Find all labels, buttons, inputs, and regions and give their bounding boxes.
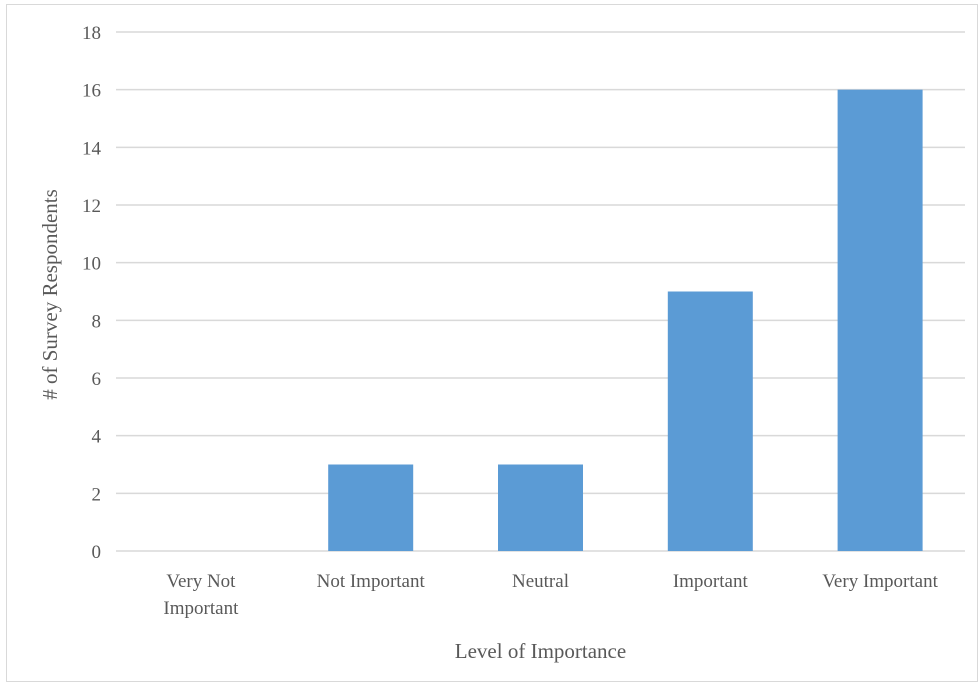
chart-frame xyxy=(6,4,978,682)
y-tick-label: 14 xyxy=(82,138,102,159)
y-tick-label: 2 xyxy=(92,484,102,505)
x-axis-title: Level of Importance xyxy=(455,639,626,663)
y-tick-label: 18 xyxy=(82,23,101,44)
y-tick-label: 16 xyxy=(82,81,101,102)
bar xyxy=(837,89,923,552)
x-category-label: Important xyxy=(673,571,749,592)
y-tick-label: 4 xyxy=(92,427,102,448)
x-category-label: Neutral xyxy=(512,571,569,592)
bar xyxy=(498,464,583,551)
bar xyxy=(667,291,753,551)
bars xyxy=(328,89,923,552)
y-axis-title: # of Survey Respondents xyxy=(38,189,62,400)
y-tick-label: 10 xyxy=(82,254,101,275)
y-tick-label: 8 xyxy=(92,311,102,332)
y-tick-label: 6 xyxy=(92,369,102,390)
x-category-label: Important xyxy=(163,598,239,619)
y-tick-label: 12 xyxy=(82,196,101,217)
bar xyxy=(328,464,414,551)
x-category-label: Not Important xyxy=(317,571,426,592)
x-category-label: Very Important xyxy=(822,571,938,592)
x-category-label: Very Not xyxy=(166,571,236,592)
y-tick-label: 0 xyxy=(92,542,102,563)
x-axis-categories: Very Not Important Not Important Neutral Imp… xyxy=(163,571,938,619)
grid-lines xyxy=(116,31,965,552)
y-axis-ticks: 0 2 4 6 8 10 12 14 16 18 xyxy=(82,23,102,563)
